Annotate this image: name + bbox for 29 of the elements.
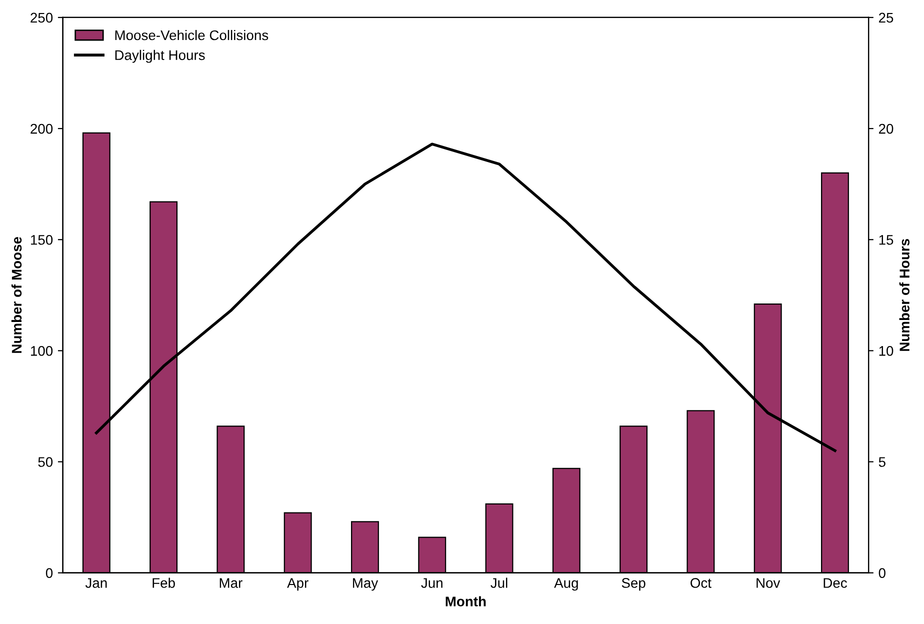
y-tick-label: 0 — [46, 568, 53, 578]
x-tick-label: Dec — [824, 578, 847, 588]
x-axis-title: Month — [446, 596, 486, 606]
x-tick-label: Mar — [220, 578, 242, 588]
y2-axis-title: Number of Hours — [899, 239, 910, 351]
x-tick-label: Sep — [622, 578, 646, 591]
y-tick-label: 150 — [31, 234, 53, 245]
y2-tick-label: 25 — [878, 12, 894, 23]
y-tick-label: 50 — [38, 457, 53, 467]
x-tick-label: Feb — [152, 578, 175, 588]
y2-tick-label: 0 — [878, 568, 886, 578]
legend-label: Moose-Vehicle Collisions — [115, 30, 268, 40]
x-tick-label: Jan — [85, 578, 107, 588]
y-tick-label: 250 — [30, 12, 53, 23]
y-tick-label: 200 — [30, 124, 53, 134]
x-tick-label: Apr — [287, 578, 308, 591]
y2-tick-label: 15 — [879, 235, 894, 245]
x-tick-label: Nov — [756, 578, 780, 588]
y2-tick-label: 5 — [878, 457, 886, 467]
x-tick-label: Jun — [421, 578, 442, 588]
y-axis-title: Number of Moose — [11, 236, 22, 353]
x-tick-label: Oct — [690, 578, 712, 588]
x-tick-label: Aug — [554, 578, 578, 591]
y-tick-label: 100 — [31, 346, 53, 356]
x-tick-label: May — [353, 578, 378, 591]
y2-tick-label: 20 — [878, 124, 894, 134]
legend-label: Daylight Hours — [115, 50, 205, 63]
y2-tick-label: 10 — [879, 346, 894, 356]
x-tick-label: Jul — [490, 578, 508, 588]
